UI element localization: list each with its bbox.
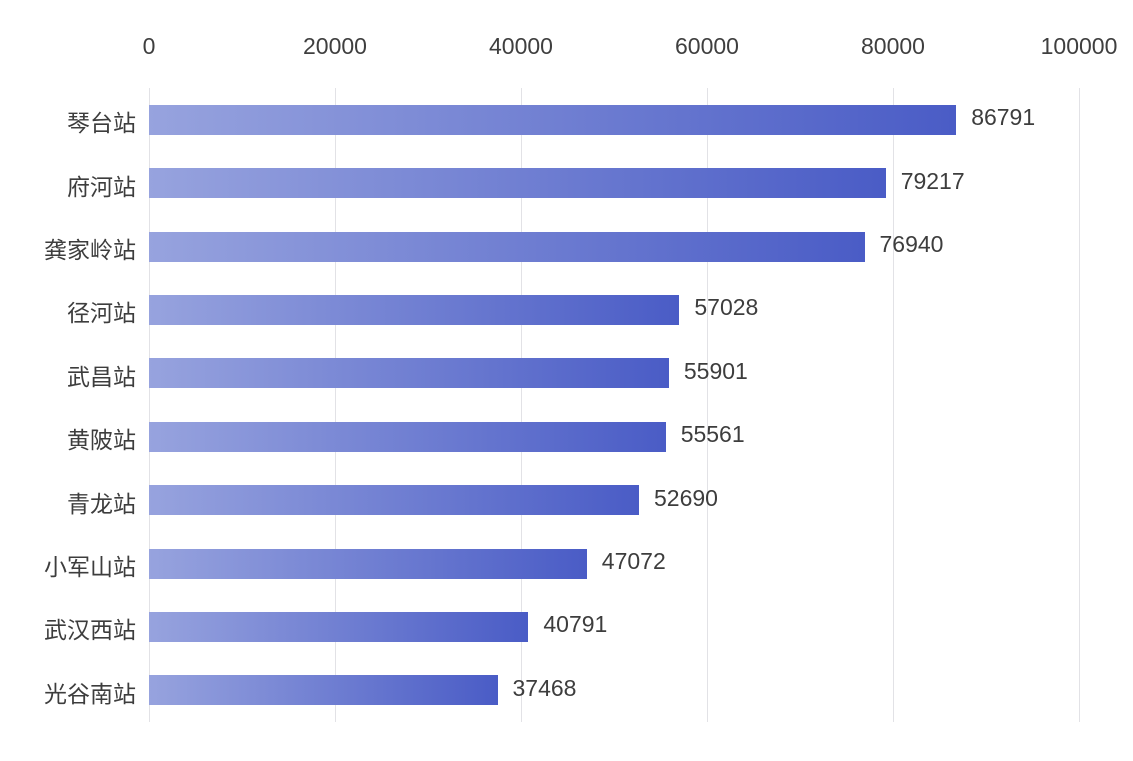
x-gridline (707, 88, 708, 722)
category-label: 武昌站 (67, 363, 136, 390)
category-label: 龚家岭站 (44, 237, 136, 263)
category-label: 光谷南站 (44, 680, 136, 707)
x-axis-tick-label: 100000 (1040, 33, 1118, 59)
value-label: 40791 (543, 611, 608, 638)
value-label: 37468 (512, 674, 577, 701)
category-label: 小军山站 (44, 554, 136, 580)
x-gridline (1079, 88, 1080, 722)
bar (149, 294, 680, 325)
x-gridline (335, 88, 336, 722)
bar (149, 104, 957, 135)
value-label: 79217 (900, 167, 965, 194)
x-gridline (893, 88, 894, 722)
x-axis-tick-label: 60000 (675, 33, 739, 59)
x-axis-tick-label: 0 (142, 33, 156, 59)
bar (149, 611, 529, 642)
category-label: 青龙站 (67, 490, 136, 517)
x-axis-tick-label: 20000 (303, 33, 367, 59)
value-label: 86791 (971, 104, 1036, 131)
value-label: 55901 (683, 357, 748, 384)
value-label: 57028 (694, 294, 759, 321)
category-label: 径河站 (67, 300, 136, 327)
category-label: 琴台站 (67, 110, 136, 137)
x-axis-tick-label: 80000 (861, 33, 925, 59)
value-label: 52690 (654, 484, 718, 511)
category-label: 武汉西站 (44, 617, 136, 644)
bar (149, 168, 886, 199)
x-gridline (149, 88, 150, 722)
bar (149, 548, 587, 579)
x-axis-tick-label: 40000 (489, 33, 553, 59)
bar (149, 358, 669, 389)
bar (149, 231, 865, 262)
value-label: 47072 (601, 548, 666, 574)
category-label: 府河站 (67, 173, 136, 200)
value-label: 55561 (680, 421, 745, 448)
bar (149, 421, 666, 452)
bar (149, 675, 498, 706)
bar (149, 485, 639, 516)
category-label: 黄陂站 (67, 427, 136, 454)
x-gridline (521, 88, 522, 722)
value-label: 76940 (879, 231, 944, 257)
